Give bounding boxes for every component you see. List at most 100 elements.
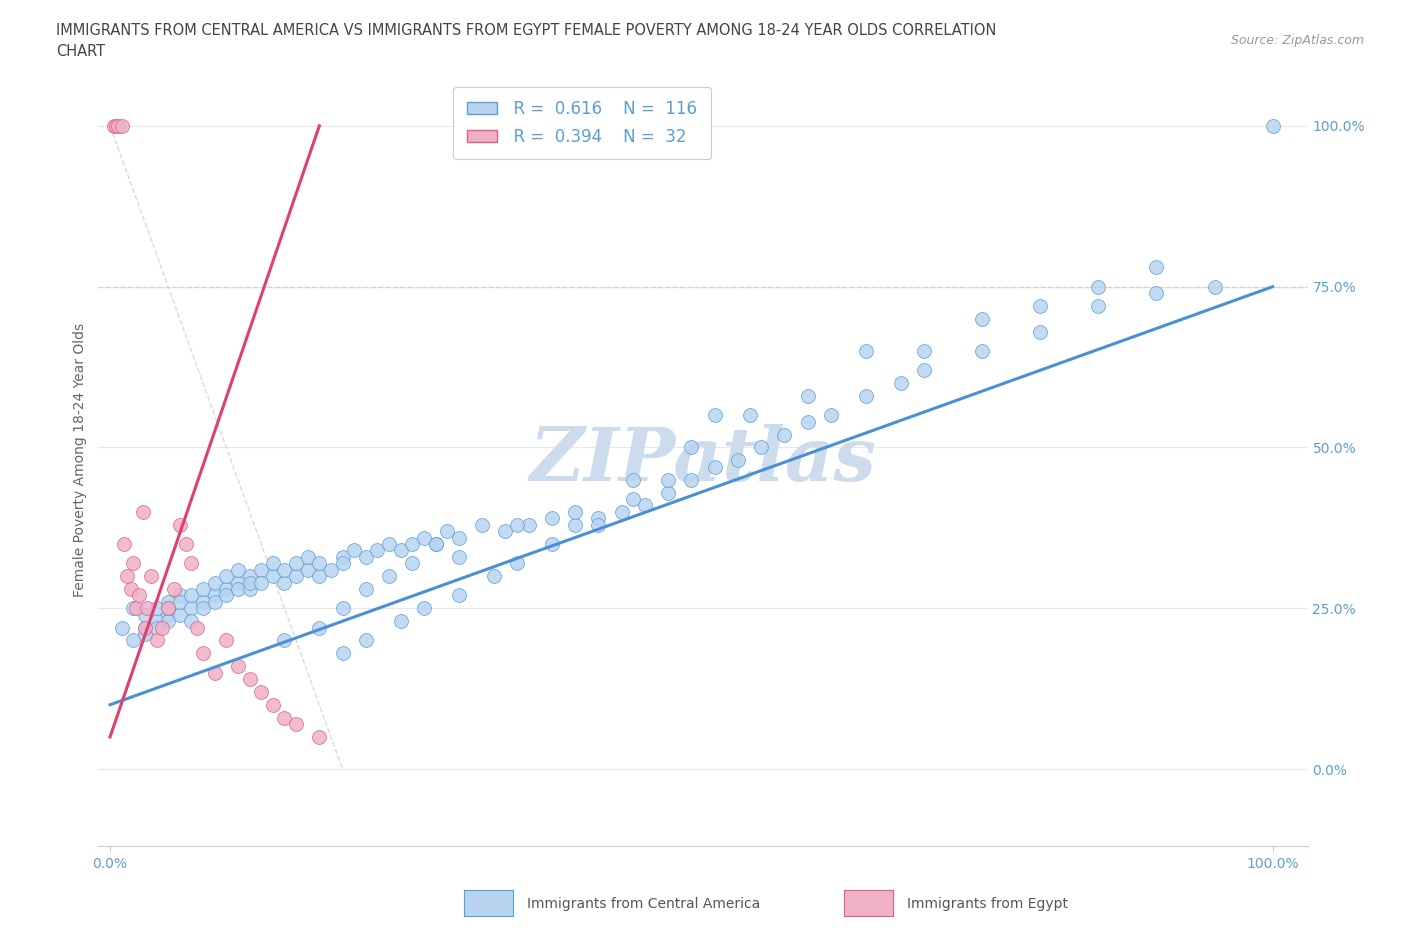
Point (354, 550, 377, 565)
Point (111, 118, 134, 133)
Point (773, 427, 796, 442)
Point (447, 550, 470, 565)
Point (250, 575, 273, 590)
Point (1144, 260, 1167, 275)
Point (540, 511, 562, 525)
Point (107, 118, 129, 133)
Point (796, 415, 818, 430)
Text: ZIPatlas: ZIPatlas (530, 424, 876, 497)
Point (157, 601, 180, 616)
Point (134, 620, 156, 635)
Point (191, 646, 214, 661)
Point (285, 569, 308, 584)
Point (354, 633, 377, 648)
Point (1261, 118, 1284, 133)
Point (226, 581, 249, 596)
Point (215, 633, 238, 648)
Point (124, 601, 146, 616)
Point (226, 658, 249, 673)
Point (401, 556, 423, 571)
Point (111, 620, 134, 635)
Point (180, 601, 202, 616)
Point (297, 550, 319, 565)
Point (186, 620, 208, 635)
Point (657, 485, 679, 500)
Point (343, 543, 366, 558)
Point (425, 537, 447, 551)
Point (226, 575, 249, 590)
Point (169, 517, 191, 532)
Point (354, 581, 377, 596)
Point (239, 671, 262, 686)
Point (226, 563, 249, 578)
Point (1087, 299, 1109, 313)
Point (912, 363, 935, 378)
Point (273, 633, 295, 648)
Point (297, 563, 319, 578)
Point (564, 504, 586, 519)
Point (204, 575, 226, 590)
Point (855, 343, 877, 358)
Point (204, 588, 226, 603)
Point (1029, 299, 1052, 313)
Point (180, 556, 202, 571)
Point (215, 569, 238, 584)
Point (727, 453, 749, 468)
Point (134, 627, 156, 642)
Point (332, 646, 354, 661)
Point (308, 620, 330, 635)
Point (103, 118, 125, 133)
Point (145, 614, 167, 629)
Point (332, 550, 354, 565)
Legend:   R =  0.616    N =  116,   R =  0.394    N =  32: R = 0.616 N = 116, R = 0.394 N = 32 (453, 86, 711, 159)
Point (262, 556, 284, 571)
Point (122, 633, 145, 648)
Text: Immigrants from Central America: Immigrants from Central America (527, 897, 761, 911)
Point (145, 633, 167, 648)
Point (621, 472, 644, 487)
Point (970, 312, 993, 326)
Point (157, 614, 180, 629)
Point (285, 556, 308, 571)
Point (273, 563, 295, 578)
Point (970, 343, 993, 358)
Point (139, 569, 162, 584)
Point (204, 594, 226, 609)
Point (482, 569, 505, 584)
Point (517, 517, 540, 532)
Point (104, 118, 127, 133)
Point (112, 537, 135, 551)
Point (308, 556, 330, 571)
Point (250, 563, 273, 578)
Point (1204, 279, 1226, 294)
Point (262, 698, 284, 712)
Point (285, 717, 308, 732)
Point (1029, 325, 1052, 339)
Point (796, 389, 818, 404)
Point (308, 729, 330, 744)
Point (506, 517, 529, 532)
Point (215, 581, 238, 596)
Point (378, 569, 401, 584)
Point (890, 376, 912, 391)
Point (389, 614, 412, 629)
Point (169, 607, 191, 622)
Point (1087, 279, 1109, 294)
Point (447, 588, 470, 603)
Point (157, 601, 180, 616)
Point (169, 588, 191, 603)
Point (134, 620, 156, 635)
Point (471, 517, 494, 532)
Point (191, 601, 214, 616)
Point (262, 569, 284, 584)
Point (494, 524, 516, 538)
Point (621, 492, 644, 507)
Point (588, 511, 610, 525)
Point (204, 665, 226, 680)
Point (378, 537, 401, 551)
Point (447, 530, 470, 545)
Point (134, 607, 156, 622)
Point (131, 504, 153, 519)
Point (180, 614, 202, 629)
Point (366, 543, 388, 558)
